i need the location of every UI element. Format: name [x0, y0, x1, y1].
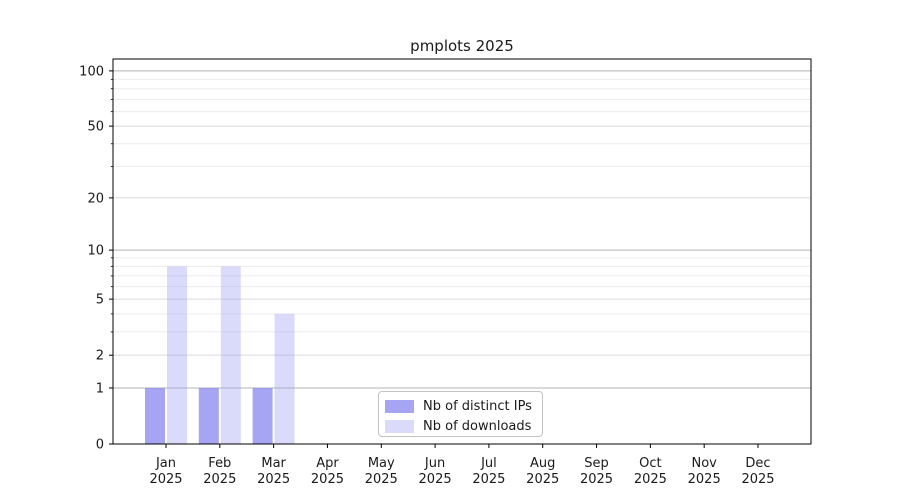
x-tick-label-month: Oct: [639, 456, 661, 471]
y-tick-label: 50: [87, 120, 104, 135]
y-tick-label: 5: [96, 293, 104, 308]
x-tick-label-year: 2025: [472, 472, 505, 487]
y-tick-label: 10: [87, 244, 104, 259]
x-tick-label-month: Aug: [530, 456, 555, 471]
legend-label-distinct-ips: Nb of distinct IPs: [423, 398, 532, 414]
x-tick-label-year: 2025: [580, 472, 613, 487]
legend-label-downloads: Nb of downloads: [423, 418, 532, 434]
x-tick-label-year: 2025: [688, 472, 721, 487]
x-tick-label-month: Mar: [261, 456, 286, 471]
bar-nb-of-downloads: [220, 266, 241, 444]
x-tick-label-month: Dec: [745, 456, 770, 471]
x-tick-label-month: Sep: [584, 456, 609, 471]
x-tick-label-month: Jan: [155, 456, 176, 471]
x-tick-label-year: 2025: [257, 472, 290, 487]
x-tick-label-year: 2025: [149, 472, 182, 487]
bar-nb-of-downloads: [167, 266, 187, 444]
bar-nb-of-distinct-ips: [145, 388, 165, 444]
x-tick-label-month: Apr: [316, 456, 339, 471]
x-tick-label-year: 2025: [419, 472, 452, 487]
y-tick-label: 20: [87, 191, 104, 206]
y-tick-label: 100: [79, 64, 104, 79]
x-tick-label-month: Nov: [691, 456, 717, 471]
legend-swatch-downloads: [385, 419, 414, 433]
y-tick-label: 2: [96, 349, 104, 364]
legend-swatch-distinct-ips: [385, 399, 414, 413]
bar-nb-of-distinct-ips: [198, 388, 219, 444]
x-tick-label-year: 2025: [526, 472, 559, 487]
x-tick-label-year: 2025: [634, 472, 667, 487]
bar-nb-of-distinct-ips: [252, 388, 273, 444]
x-tick-label-year: 2025: [741, 472, 774, 487]
x-tick-label-year: 2025: [203, 472, 236, 487]
x-tick-label-month: Jul: [480, 456, 497, 471]
legend: Nb of distinct IPs Nb of downloads: [378, 391, 543, 437]
x-tick-label-month: May: [368, 456, 395, 471]
plot-frame: [112, 58, 812, 445]
x-tick-label-year: 2025: [311, 472, 344, 487]
x-tick-label-month: Feb: [208, 456, 231, 471]
legend-item-downloads: Nb of downloads: [385, 418, 536, 434]
y-tick-label: 1: [96, 382, 104, 397]
x-tick-label-month: Jun: [424, 456, 445, 471]
y-tick-label: 0: [96, 438, 104, 453]
bar-nb-of-downloads: [274, 313, 295, 444]
x-tick-label-year: 2025: [365, 472, 398, 487]
legend-item-distinct-ips: Nb of distinct IPs: [385, 398, 536, 414]
chart-title: pmplots 2025: [410, 37, 514, 55]
